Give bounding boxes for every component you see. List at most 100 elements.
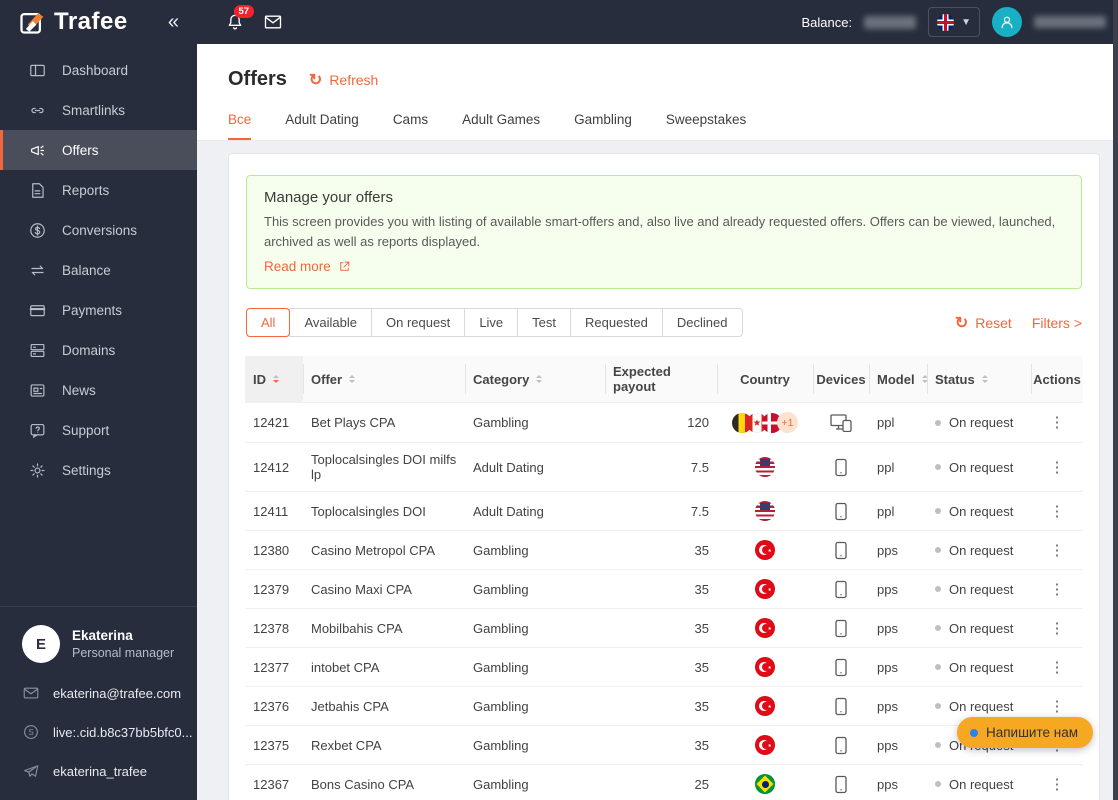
topbar: 57 Balance: ▼ [197,0,1118,44]
sidebar-item-settings[interactable]: Settings [0,450,197,490]
row-actions-menu-icon[interactable]: ⋮ [1049,658,1065,676]
sidebar-item-label: Domains [62,342,116,358]
row-actions-menu-icon[interactable]: ⋮ [1049,458,1065,476]
offer-category: Gambling [465,608,605,649]
mobile-device-icon [834,502,848,520]
flag-tr-icon [755,735,775,756]
support-icon [28,421,47,440]
tab-все[interactable]: Все [228,112,252,140]
reset-button[interactable]: ↻ Reset [954,314,1012,332]
sidebar-item-offers[interactable]: Offers [0,130,197,170]
column-header-offer[interactable]: Offer [303,356,465,403]
filter-available[interactable]: Available [289,308,372,338]
offer-name[interactable]: Mobilbahis CPA [303,608,465,649]
offer-payout: 7.5 [605,442,717,493]
filter-requested[interactable]: Requested [570,308,663,338]
tab-gambling[interactable]: Gambling [574,112,632,127]
flag-tr-icon [755,657,775,678]
row-actions-menu-icon[interactable]: ⋮ [1049,414,1065,432]
mobile-device-icon [834,541,848,559]
offer-category: Gambling [465,530,605,571]
column-header-id[interactable]: ID [245,356,303,403]
offer-status: On request [935,699,1023,714]
page-scrollbar[interactable] [1113,0,1118,800]
column-header-model[interactable]: Model [869,356,928,403]
row-actions-menu-icon[interactable]: ⋮ [1049,580,1065,598]
sidebar-item-news[interactable]: News [0,370,197,410]
offer-name[interactable]: Bet Plays CPA [303,402,465,444]
notifications-bell-icon[interactable]: 57 [225,5,254,32]
row-actions-menu-icon[interactable]: ⋮ [1049,697,1065,715]
tab-sweepstakes[interactable]: Sweepstakes [665,112,747,127]
tab-adult-dating[interactable]: Adult Dating [285,112,359,127]
sort-carets-icon [981,372,988,386]
status-dot-icon [935,625,941,632]
read-more-link[interactable]: Read more [264,259,351,274]
mobile-device-icon [834,580,848,598]
sidebar-nav: Dashboard Smartlinks Offers Reports Conversi… [0,50,197,490]
offer-id: 12367 [245,764,303,800]
user-avatar[interactable] [992,7,1022,37]
country-flags [725,657,805,678]
sidebar-item-conversions[interactable]: Conversions [0,210,197,250]
offer-row-12380: 12380 Casino Metropol CPA Gambling 35 pps On … [245,530,1083,571]
offer-payout: 7.5 [605,491,717,532]
sidebar-item-support[interactable]: Support [0,410,197,450]
row-actions-menu-icon[interactable]: ⋮ [1049,619,1065,637]
sidebar-item-label: Smartlinks [62,102,126,118]
manager-role: Personal manager [72,646,175,660]
row-actions-menu-icon[interactable]: ⋮ [1049,775,1065,793]
offer-model: ppl [869,402,927,444]
filter-on-request[interactable]: On request [370,308,466,338]
offer-name[interactable]: Rexbet CPA [303,725,465,766]
status-dot-icon [935,586,941,593]
sidebar-item-payments[interactable]: Payments [0,290,197,330]
offer-name[interactable]: Jetbahis CPA [303,686,465,727]
settings-icon [28,461,47,480]
offer-name[interactable]: Bons Casino CPA [303,764,465,800]
sidebar-item-smartlinks[interactable]: Smartlinks [0,90,197,130]
offer-row-12377: 12377 intobet CPA Gambling 35 pps On request ⋮ [245,647,1083,688]
column-header-category[interactable]: Category [465,356,605,403]
offer-category: Gambling [465,725,605,766]
filter-all[interactable]: All [246,308,291,338]
sidebar-item-reports[interactable]: Reports [0,170,197,210]
tab-adult-games[interactable]: Adult Games [462,112,541,127]
external-link-icon [338,260,351,273]
filters-button[interactable]: Filters > [1031,314,1082,331]
row-actions-menu-icon[interactable]: ⋮ [1049,502,1065,520]
column-header-status[interactable]: Status [927,356,1031,403]
sidebar-item-balance[interactable]: Balance [0,250,197,290]
offer-name[interactable]: intobet CPA [303,647,465,688]
sidebar-item-domains[interactable]: Domains [0,330,197,370]
messages-envelope-icon[interactable] [263,12,283,32]
refresh-button[interactable]: ↻ Refresh [308,71,379,89]
tab-cams[interactable]: Cams [392,112,429,127]
offer-status: On request [935,621,1023,636]
filter-test[interactable]: Test [517,308,572,338]
offer-name[interactable]: Casino Metropol CPA [303,530,465,571]
filter-live[interactable]: Live [464,308,519,338]
offer-row-12379: 12379 Casino Maxi CPA Gambling 35 pps On requ… [245,569,1083,610]
filter-declined[interactable]: Declined [661,308,743,338]
offer-name[interactable]: Toplocalsingles DOI milfs lp [303,442,465,493]
sidebar-item-dashboard[interactable]: Dashboard [0,50,197,90]
offer-name[interactable]: Toplocalsingles DOI [303,491,465,532]
manager-email[interactable]: ekaterina@trafee.com [22,684,197,702]
language-selector[interactable]: ▼ [928,7,980,37]
sidebar-collapse-icon[interactable]: « [167,10,179,33]
chat-widget-button[interactable]: Напишите нам [956,717,1093,748]
filter-row: All Available On request Live Test Requested D… [245,308,1083,338]
row-actions-menu-icon[interactable]: ⋮ [1049,541,1065,559]
logo-row: Trafee « [0,0,197,44]
manager-skype[interactable]: S live:.cid.b8c37bb5bfc0... [22,723,197,741]
status-dot-icon [935,664,941,671]
offer-status: On request [935,415,1023,430]
offer-model: pps [869,764,927,800]
offer-row-12412: 12412 Toplocalsingles DOI milfs lp Adult D… [245,442,1083,493]
manager-telegram[interactable]: ekaterina_trafee [22,762,197,780]
offer-name[interactable]: Casino Maxi CPA [303,569,465,610]
offer-payout: 35 [605,647,717,688]
status-dot-icon [935,464,941,471]
country-flags [725,774,805,795]
